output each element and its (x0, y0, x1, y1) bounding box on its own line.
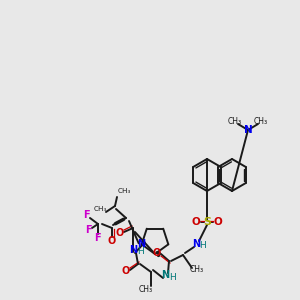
Text: H: H (200, 242, 206, 250)
Text: CH₃: CH₃ (254, 116, 268, 125)
Text: CH₃: CH₃ (190, 266, 204, 274)
Text: O: O (214, 217, 222, 227)
Text: F: F (94, 233, 100, 243)
Text: F: F (83, 210, 89, 220)
Text: H: H (169, 272, 176, 281)
Text: O: O (192, 217, 200, 227)
Text: O: O (108, 236, 116, 246)
Text: H: H (136, 248, 143, 256)
Text: N: N (244, 125, 252, 135)
Text: N: N (129, 245, 137, 255)
Text: O: O (153, 248, 161, 258)
Text: N: N (138, 239, 146, 249)
Text: CH₃: CH₃ (139, 284, 153, 293)
Text: CH₃: CH₃ (228, 116, 242, 125)
Text: N: N (161, 270, 169, 280)
Text: F: F (85, 225, 91, 235)
Text: CH₃: CH₃ (93, 206, 107, 212)
Text: CH₃: CH₃ (117, 188, 131, 194)
Text: N: N (192, 239, 200, 249)
Text: O: O (122, 266, 130, 276)
Text: S: S (203, 217, 211, 227)
Text: O: O (116, 228, 124, 238)
